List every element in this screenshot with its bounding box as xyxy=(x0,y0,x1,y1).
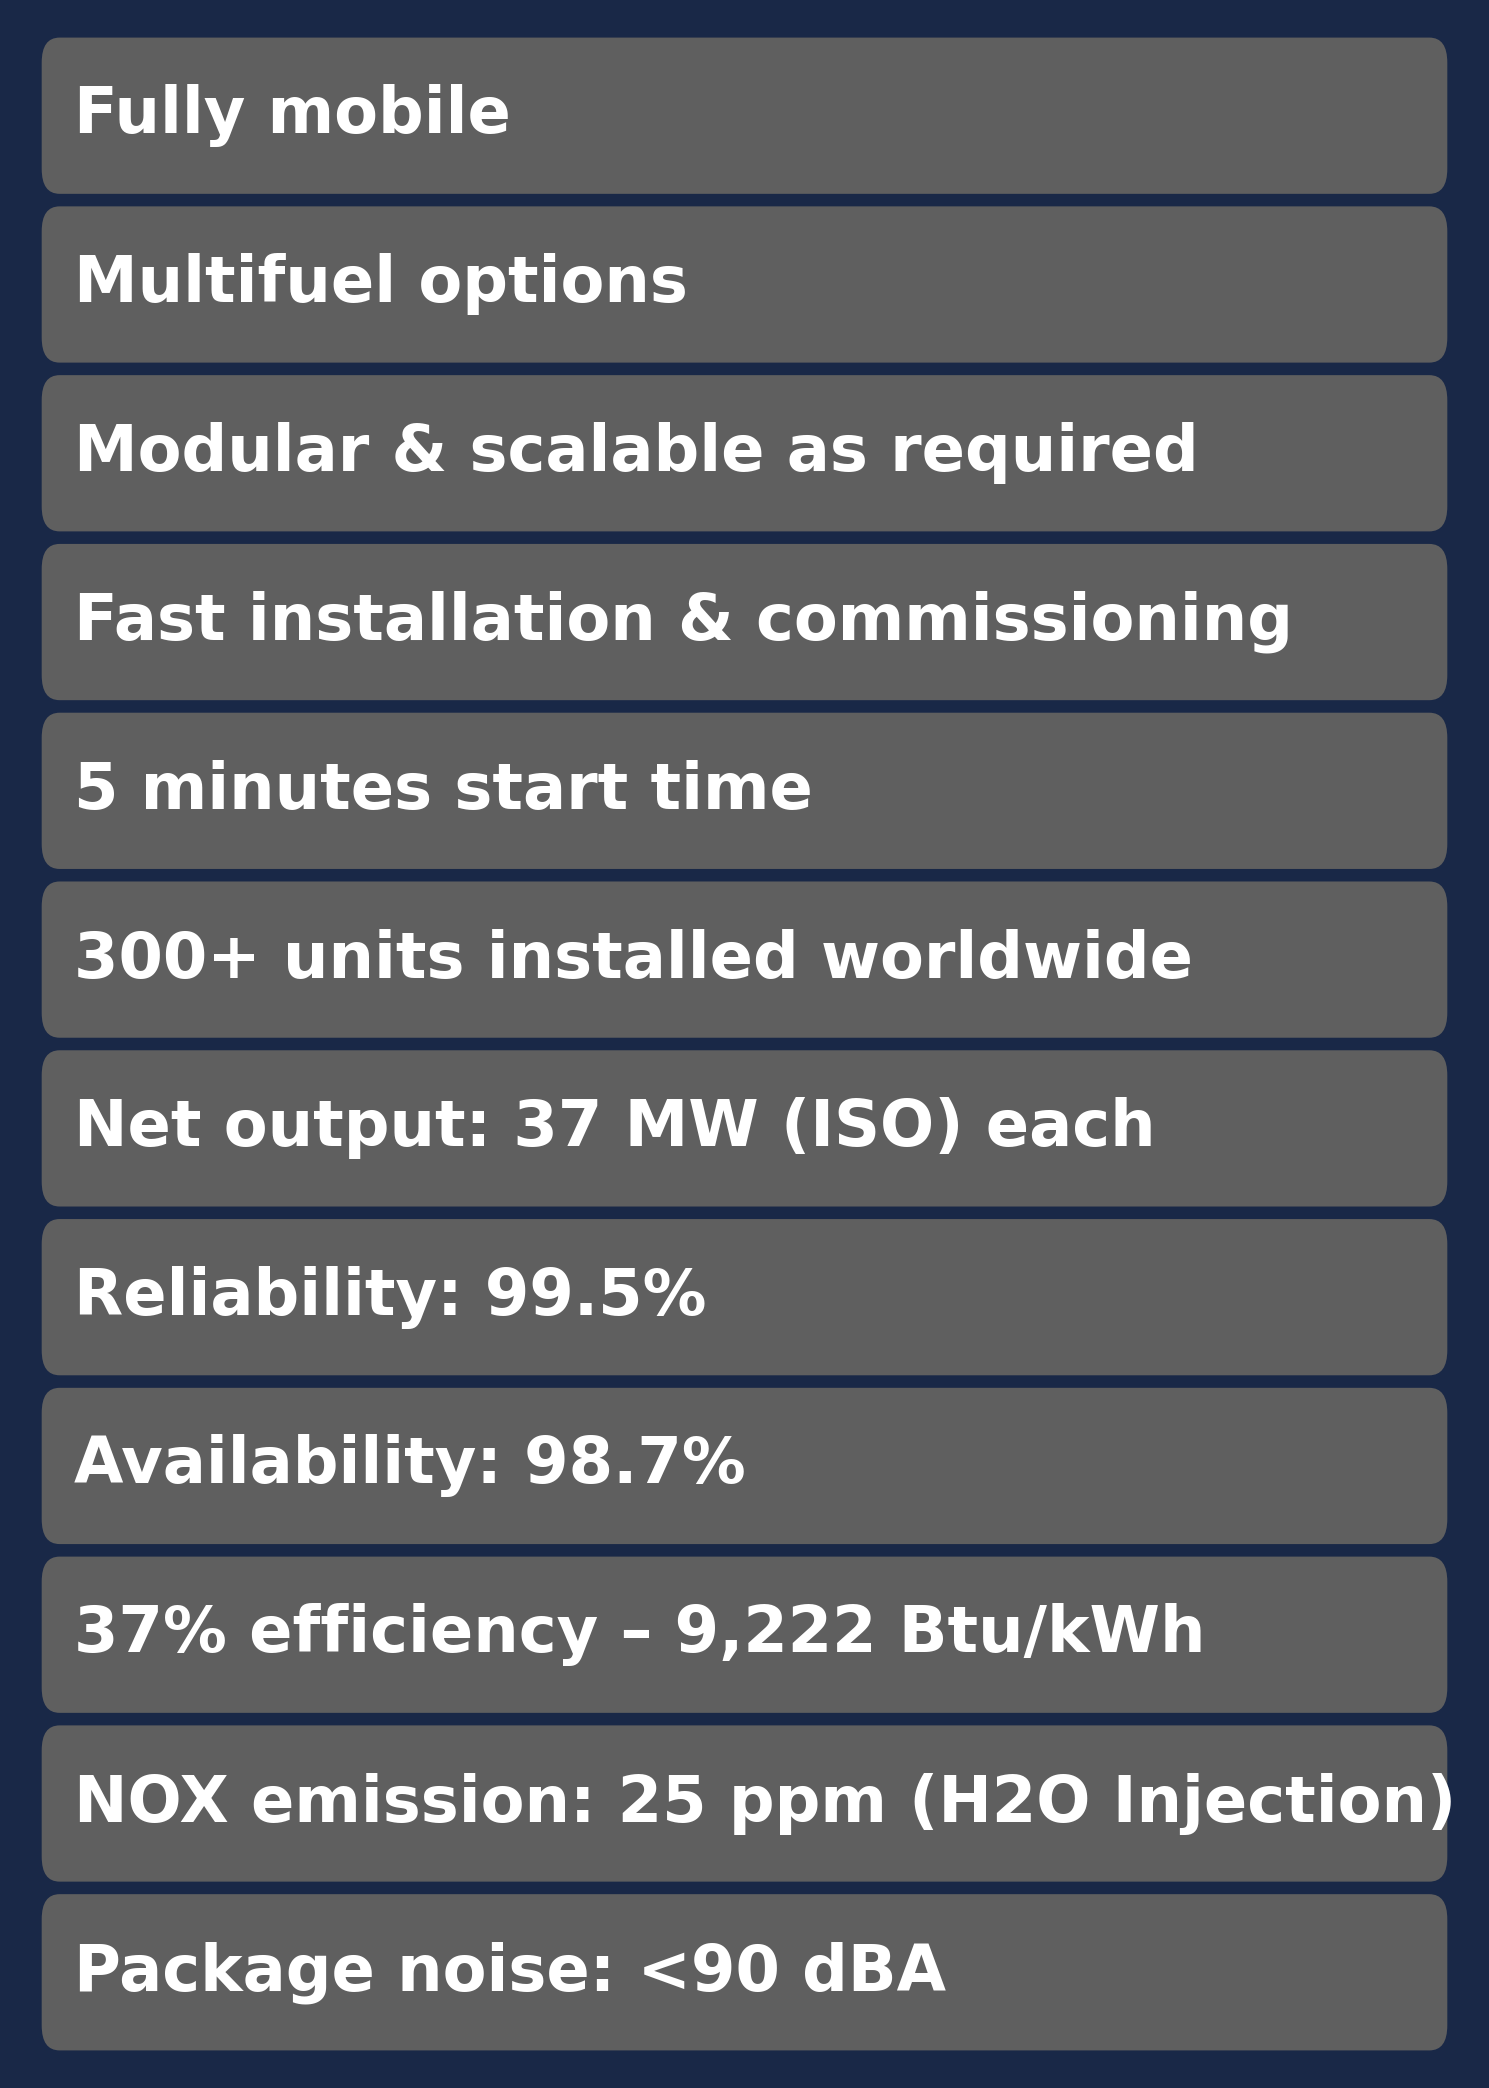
Text: Fast installation & commissioning: Fast installation & commissioning xyxy=(74,591,1294,654)
FancyBboxPatch shape xyxy=(42,545,1447,699)
FancyBboxPatch shape xyxy=(42,376,1447,532)
FancyBboxPatch shape xyxy=(42,1894,1447,2050)
Text: Net output: 37 MW (ISO) each: Net output: 37 MW (ISO) each xyxy=(74,1098,1155,1159)
FancyBboxPatch shape xyxy=(42,207,1447,363)
Text: Availability: 98.7%: Availability: 98.7% xyxy=(74,1434,746,1497)
FancyBboxPatch shape xyxy=(42,38,1447,194)
Text: NOX emission: 25 ppm (H2O Injection): NOX emission: 25 ppm (H2O Injection) xyxy=(74,1773,1456,1835)
FancyBboxPatch shape xyxy=(42,712,1447,869)
FancyBboxPatch shape xyxy=(42,1558,1447,1712)
FancyBboxPatch shape xyxy=(39,33,1450,2055)
FancyBboxPatch shape xyxy=(42,1219,1447,1376)
Text: Modular & scalable as required: Modular & scalable as required xyxy=(74,422,1199,484)
Text: Package noise: <90 dBA: Package noise: <90 dBA xyxy=(74,1942,947,2004)
Text: Fully mobile: Fully mobile xyxy=(74,84,511,148)
Text: Multifuel options: Multifuel options xyxy=(74,253,688,315)
FancyBboxPatch shape xyxy=(42,1389,1447,1545)
Text: 5 minutes start time: 5 minutes start time xyxy=(74,760,813,823)
Text: 300+ units installed worldwide: 300+ units installed worldwide xyxy=(74,929,1194,990)
FancyBboxPatch shape xyxy=(42,1050,1447,1207)
FancyBboxPatch shape xyxy=(42,1725,1447,1881)
FancyBboxPatch shape xyxy=(42,881,1447,1038)
Text: 37% efficiency – 9,222 Btu/kWh: 37% efficiency – 9,222 Btu/kWh xyxy=(74,1604,1206,1666)
Text: Reliability: 99.5%: Reliability: 99.5% xyxy=(74,1265,707,1328)
